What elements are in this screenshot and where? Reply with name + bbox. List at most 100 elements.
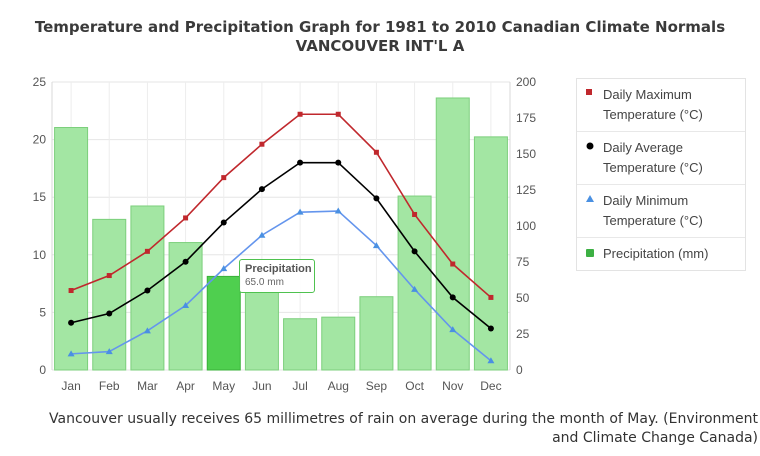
avg-temp-point <box>449 294 456 301</box>
chart-subtitle: VANCOUVER INT'L A <box>295 37 465 55</box>
min-temp-point <box>143 327 151 334</box>
precipitation-bar <box>206 275 241 371</box>
avg-temp-point <box>297 159 304 166</box>
left-axis-tick-label: 10 <box>33 248 47 262</box>
right-axis-tick-label: 200 <box>516 75 536 89</box>
precipitation-bar <box>435 97 470 371</box>
bars-layer <box>54 97 508 371</box>
chart-caption: Vancouver usually receives 65 millimetre… <box>49 411 758 446</box>
x-axis-tick-label: Apr <box>176 379 195 393</box>
legend-item-min-temp[interactable]: Daily Minimum Temperature (°C) <box>577 185 745 238</box>
right-axis-tick-label: 0 <box>516 363 523 377</box>
x-axis-tick-label: Sep <box>366 379 388 393</box>
min-temp-point <box>105 348 113 355</box>
left-axis-tick-label: 5 <box>39 305 46 319</box>
min-temp-point <box>182 301 190 308</box>
triangle-marker-icon <box>577 191 603 203</box>
square-marker-icon <box>577 85 603 97</box>
min-temp-point <box>258 231 266 238</box>
max-temp-point <box>144 248 150 254</box>
legend-item-avg-temp[interactable]: Daily Average Temperature (°C) <box>577 132 745 185</box>
max-temp-point <box>488 294 494 300</box>
avg-temp-point <box>106 310 113 317</box>
x-axis-tick-label: Mar <box>137 379 158 393</box>
avg-temp-point <box>335 159 342 166</box>
precipitation-tooltip: Precipitation 65.0 mm <box>239 259 315 293</box>
min-temp-point <box>411 285 419 292</box>
avg-temp-point <box>144 287 151 294</box>
x-axis-tick-label: Aug <box>328 379 349 393</box>
min-temp-point <box>449 326 457 333</box>
min-temp-point <box>372 242 380 249</box>
precipitation-bar <box>92 218 127 371</box>
avg-temp-point <box>220 219 227 226</box>
right-axis-tick-label: 50 <box>516 291 530 305</box>
precipitation-bar <box>473 136 508 371</box>
max-temp-point <box>335 111 341 117</box>
max-temp-point <box>221 175 227 181</box>
precipitation-bar <box>359 296 394 371</box>
x-axis-tick-label: May <box>212 379 235 393</box>
chart-title-line: Temperature and Precipitation Graph for … <box>34 18 726 36</box>
max-temp-point <box>106 273 112 279</box>
right-axis-tick-label: 25 <box>516 327 530 341</box>
avg-temp-point <box>258 186 265 193</box>
precipitation-bar <box>244 292 279 371</box>
legend-label: Precipitation (mm) <box>603 246 709 261</box>
legend-item-max-temp[interactable]: Daily Maximum Temperature (°C) <box>577 79 745 132</box>
temperature-line <box>70 161 492 330</box>
legend-label: Daily Maximum Temperature (°C) <box>603 87 703 122</box>
legend-label: Daily Minimum Temperature (°C) <box>603 193 703 228</box>
min-temp-point <box>296 208 304 215</box>
precipitation-bar <box>321 316 356 371</box>
bar-marker-icon <box>577 244 603 258</box>
min-temp-point <box>487 357 495 364</box>
max-temp-point <box>259 141 265 147</box>
x-axis-tick-label: Jan <box>61 379 80 393</box>
x-axis-tick-label: Jun <box>252 379 271 393</box>
x-axis-tick-label: Jul <box>292 379 307 393</box>
x-axis-tick-label: Dec <box>480 379 501 393</box>
left-axis-tick-label: 15 <box>33 190 47 204</box>
max-temp-point <box>373 149 379 155</box>
temperature-line <box>71 210 492 362</box>
x-axis-tick-label: Oct <box>405 379 424 393</box>
avg-temp-point <box>68 319 75 326</box>
axis-layer: 0 5 10 15 20 25 0 25 50 75 100 125 150 175 200 Jan Feb Ma… <box>33 75 537 393</box>
max-temp-point <box>412 211 418 217</box>
avg-temp-point <box>411 248 418 255</box>
avg-temp-point <box>373 195 380 202</box>
right-axis-tick-label: 125 <box>516 183 536 197</box>
legend-label: Daily Average Temperature (°C) <box>603 140 703 175</box>
tooltip-title: Precipitation <box>245 263 312 275</box>
x-axis-tick-label: Feb <box>99 379 120 393</box>
max-temp-point <box>297 111 303 117</box>
min-temp-point <box>67 350 75 357</box>
precipitation-bar <box>397 195 432 371</box>
avg-temp-point <box>487 325 494 332</box>
right-axis-tick-label: 100 <box>516 219 536 233</box>
tooltip-value: 65.0 mm <box>245 277 284 288</box>
min-temp-point <box>334 207 342 214</box>
left-axis-tick-label: 25 <box>33 75 47 89</box>
left-axis-tick-label: 0 <box>39 363 46 377</box>
x-axis-tick-label: Nov <box>442 379 463 393</box>
avg-temp-point <box>182 258 189 265</box>
temperature-line <box>70 113 492 299</box>
chart-title: Temperature and Precipitation Graph for … <box>0 18 760 56</box>
legend-item-precipitation[interactable]: Precipitation (mm) <box>577 238 745 270</box>
precipitation-bar <box>283 318 318 371</box>
left-axis-tick-label: 20 <box>33 133 47 147</box>
right-axis-tick-label: 150 <box>516 147 536 161</box>
max-temp-point <box>68 288 74 294</box>
circle-marker-icon <box>577 138 603 150</box>
lines-layer <box>67 111 495 364</box>
precipitation-bar <box>54 127 89 371</box>
max-temp-point <box>183 215 189 221</box>
chart-legend: Daily Maximum Temperature (°C) Daily Ave… <box>576 78 746 271</box>
min-temp-point <box>220 265 228 272</box>
right-axis-tick-label: 75 <box>516 255 530 269</box>
right-axis-tick-label: 175 <box>516 111 536 125</box>
max-temp-point <box>450 261 456 267</box>
